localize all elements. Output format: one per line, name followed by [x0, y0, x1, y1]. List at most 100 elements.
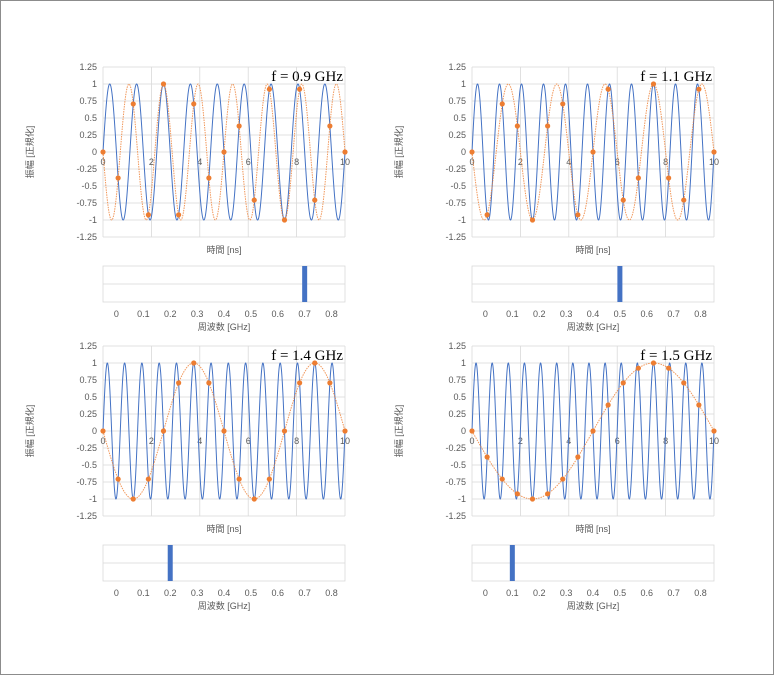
sample-point	[696, 402, 702, 408]
x-axis-label: 時間 [ns]	[575, 245, 610, 255]
sample-point	[711, 149, 717, 155]
sample-point	[266, 86, 272, 92]
y-tick-label: 0.75	[448, 375, 466, 385]
sample-point	[666, 175, 672, 181]
spectrum-tick-label: 0	[114, 309, 119, 319]
spectrum-tick-label: 0.6	[272, 588, 285, 598]
sample-point	[469, 428, 475, 434]
y-tick-label: 0.5	[453, 113, 466, 123]
y-tick-label: 1	[92, 358, 97, 368]
spectrum-tick-label: 0.5	[614, 588, 627, 598]
y-tick-label: 0	[92, 426, 97, 436]
x-tick-label: 10	[709, 157, 719, 167]
y-tick-label: 1.25	[79, 341, 97, 351]
sample-point	[236, 123, 242, 129]
spectrum-bar	[302, 266, 308, 302]
y-tick-label: -0.75	[445, 198, 466, 208]
spectrum-tick-label: 0.4	[587, 309, 600, 319]
sample-point	[100, 149, 106, 155]
sample-point	[681, 197, 687, 203]
x-tick-label: 8	[294, 157, 299, 167]
x-axis-label: 時間 [ns]	[206, 524, 241, 534]
spectrum-tick-label: 0.1	[506, 588, 519, 598]
spectrum-tick-label: 0.7	[298, 309, 311, 319]
spectrum-x-axis-label: 周波数 [GHz]	[198, 321, 251, 332]
spectrum-tick-label: 0.8	[325, 309, 338, 319]
sample-point	[281, 217, 288, 223]
sample-point	[327, 380, 333, 386]
sample-point	[312, 197, 318, 203]
y-tick-label: -0.5	[81, 460, 97, 470]
x-tick-label: 6	[246, 157, 251, 167]
sample-point	[499, 476, 505, 482]
x-tick-label: 4	[197, 436, 202, 446]
sample-point	[191, 360, 197, 366]
y-tick-label: 0.25	[448, 130, 466, 140]
y-tick-label: -0.25	[76, 164, 97, 174]
spectrum-tick-label: 0	[483, 588, 488, 598]
spectrum-bar	[617, 266, 623, 302]
sample-point	[650, 360, 657, 366]
spectrum-tick-label: 0.5	[245, 588, 258, 598]
sample-point	[342, 149, 348, 155]
sample-point	[650, 81, 657, 87]
spectrum-tick-label: 0.5	[614, 309, 627, 319]
spectrum-tick-label: 0.6	[641, 309, 654, 319]
sample-point	[469, 149, 475, 155]
sample-point	[236, 476, 242, 482]
y-tick-label: -0.5	[450, 460, 466, 470]
y-tick-label: -1.25	[445, 232, 466, 242]
sample-point	[545, 123, 551, 129]
y-tick-label: -1.25	[445, 511, 466, 521]
sample-point	[529, 217, 536, 223]
y-tick-label: -0.25	[445, 164, 466, 174]
sample-point	[115, 175, 121, 181]
y-tick-label: -0.75	[76, 477, 97, 487]
frequency-label: f = 1.1 GHz	[640, 69, 712, 85]
sample-point	[681, 380, 687, 386]
sample-point	[327, 123, 333, 129]
spectrum-x-axis-label: 周波数 [GHz]	[567, 600, 620, 611]
y-tick-label: 0.75	[448, 96, 466, 106]
sample-point	[696, 86, 702, 92]
spectrum-tick-label: 0.1	[137, 309, 150, 319]
y-tick-label: 0.25	[79, 409, 97, 419]
sample-point	[342, 428, 348, 434]
sample-point	[666, 365, 672, 371]
y-tick-label: -1	[458, 494, 466, 504]
y-tick-label: 1	[461, 358, 466, 368]
sample-point	[605, 86, 611, 92]
spectrum-tick-label: 0.3	[191, 588, 204, 598]
y-tick-label: 0.25	[448, 409, 466, 419]
sample-point	[145, 212, 151, 218]
x-tick-label: 8	[663, 157, 668, 167]
spectrum-bar	[509, 545, 515, 581]
sample-point	[130, 496, 136, 502]
spectrum-tick-label: 0.2	[533, 309, 546, 319]
spectrum-tick-label: 0.7	[298, 588, 311, 598]
sample-point	[575, 454, 581, 460]
sample-point	[221, 149, 227, 155]
x-tick-label: 4	[566, 157, 571, 167]
sample-point	[206, 175, 212, 181]
spectrum-tick-label: 0.4	[218, 309, 231, 319]
sample-point	[514, 491, 520, 497]
spectrum-tick-label: 0.1	[506, 309, 519, 319]
spectrum-tick-label: 0.2	[164, 588, 177, 598]
x-axis-label: 時間 [ns]	[575, 524, 610, 534]
sample-point	[590, 428, 596, 434]
sample-point	[115, 476, 121, 482]
y-axis-label: 振幅 [正規化]	[24, 405, 35, 458]
y-tick-label: 1.25	[448, 62, 466, 72]
x-tick-label: 6	[246, 436, 251, 446]
spectrum-tick-label: 0.3	[560, 588, 573, 598]
sample-point	[100, 428, 106, 434]
y-tick-label: 0.75	[79, 96, 97, 106]
spectrum-tick-label: 0.8	[325, 588, 338, 598]
y-tick-label: 1.25	[448, 341, 466, 351]
sample-point	[251, 197, 257, 203]
y-tick-label: -1.25	[76, 232, 97, 242]
spectrum-tick-label: 0.8	[694, 588, 707, 598]
